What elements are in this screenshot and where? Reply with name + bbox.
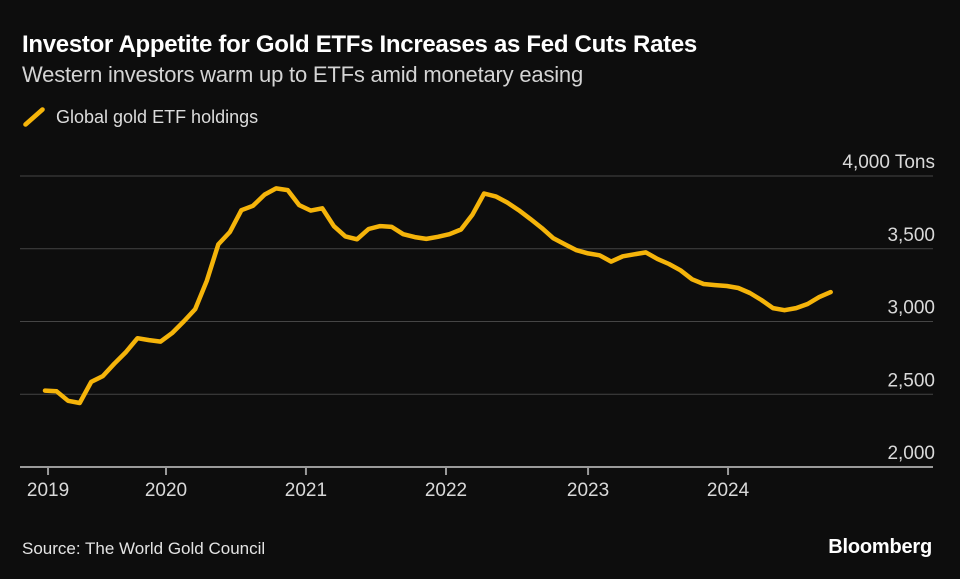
gold-etf-holdings-line <box>42 186 833 406</box>
legend-label: Global gold ETF holdings <box>56 106 259 127</box>
y-axis-label: 2,500 <box>887 370 935 391</box>
legend: Global gold ETF holdings <box>22 106 258 128</box>
y-axis-label: 4,000 Tons <box>842 152 935 173</box>
x-axis-label: 2024 <box>707 480 750 501</box>
x-axis-label: 2020 <box>145 480 187 501</box>
y-axis-label: 2,000 <box>887 443 935 464</box>
chart-subtitle: Western investors warm up to ETFs amid m… <box>22 62 584 87</box>
bloomberg-logo: Bloomberg <box>828 536 932 558</box>
source-note: Source: The World Gold Council <box>22 539 266 558</box>
chart-title: Investor Appetite for Gold ETFs Increase… <box>22 31 697 58</box>
x-axis-label: 2021 <box>285 480 327 501</box>
legend-slash-icon <box>23 107 45 127</box>
y-axis-label: 3,500 <box>887 225 935 246</box>
x-axis-label: 2019 <box>27 480 69 501</box>
x-axis-label: 2023 <box>567 480 609 501</box>
y-axis-label: 3,000 <box>887 298 935 319</box>
x-axis-label: 2022 <box>425 480 467 501</box>
